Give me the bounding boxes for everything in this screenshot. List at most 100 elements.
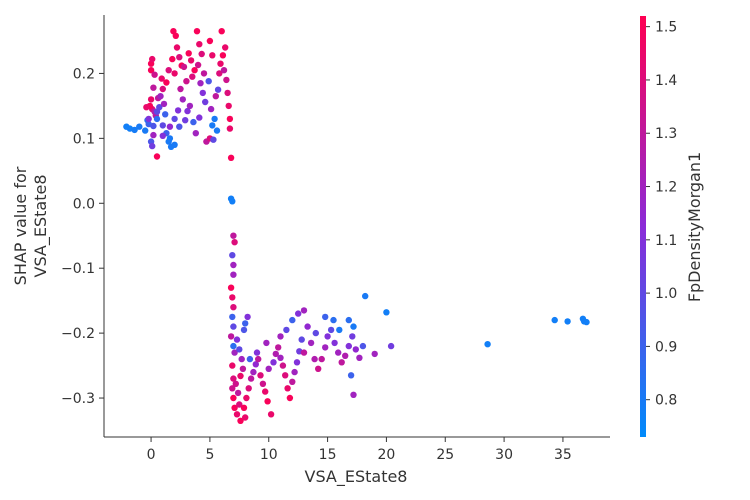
data-point <box>223 76 230 84</box>
data-point <box>263 339 270 347</box>
data-point <box>180 63 188 71</box>
data-point <box>257 372 264 379</box>
data-point <box>300 349 308 356</box>
y-axis-label-line-1: SHAP value for <box>11 166 30 285</box>
data-point <box>216 70 223 77</box>
y-tick-label: −0.1 <box>61 261 95 277</box>
data-point <box>279 362 287 369</box>
data-point <box>289 378 296 385</box>
data-point <box>222 44 229 51</box>
data-point <box>131 126 138 134</box>
data-point <box>229 294 236 301</box>
data-point <box>330 316 337 324</box>
data-point <box>194 61 202 69</box>
data-point <box>345 342 352 350</box>
colorbar-tick-label: 1.5 <box>655 20 677 36</box>
data-point <box>199 89 206 97</box>
data-point <box>172 32 179 39</box>
data-point <box>311 355 318 363</box>
data-point <box>198 50 205 58</box>
data-point <box>177 85 184 93</box>
data-point <box>230 342 237 350</box>
data-point <box>169 55 176 63</box>
data-point <box>153 108 161 115</box>
data-point <box>193 28 201 35</box>
data-point <box>236 401 243 408</box>
data-point <box>214 86 222 93</box>
data-point <box>291 368 298 376</box>
data-point <box>159 122 166 129</box>
x-tick-label: 10 <box>260 447 278 463</box>
data-point <box>227 154 235 161</box>
colorbar-tick-label: 0.9 <box>655 339 677 355</box>
data-point <box>230 261 237 269</box>
data-point <box>197 80 204 87</box>
data-point <box>226 115 234 123</box>
data-point <box>484 341 491 348</box>
x-tick-label: 15 <box>319 447 337 463</box>
data-point <box>158 75 165 82</box>
data-point <box>352 346 359 353</box>
data-point <box>234 389 242 397</box>
data-point <box>187 57 195 64</box>
data-point <box>149 55 156 63</box>
data-point <box>173 44 181 51</box>
data-point <box>295 310 302 317</box>
data-point <box>230 232 237 239</box>
colorbar-label: FpDensityMorgan1 <box>685 152 704 302</box>
data-point <box>247 375 255 382</box>
data-point <box>160 100 168 108</box>
data-point <box>229 252 236 259</box>
data-point <box>157 93 164 100</box>
data-point <box>166 135 174 142</box>
data-point <box>275 344 282 351</box>
data-point <box>209 52 216 59</box>
data-point <box>331 339 338 347</box>
y-axis-ticks: −0.3 −0.2 −0.1 0.0 0.1 0.2 <box>61 66 104 407</box>
colorbar-tick-label: 0.8 <box>655 393 677 409</box>
data-point <box>240 326 248 334</box>
data-point <box>342 352 349 359</box>
data-point <box>580 318 588 325</box>
data-point <box>190 118 197 126</box>
data-point <box>356 354 363 361</box>
data-point <box>236 346 243 353</box>
data-point <box>253 349 261 356</box>
data-point <box>219 52 227 59</box>
data-point <box>212 93 219 100</box>
data-point <box>338 359 345 366</box>
data-point <box>149 142 156 150</box>
data-point <box>224 89 231 97</box>
data-point <box>209 122 216 129</box>
data-point <box>283 326 290 334</box>
data-point <box>336 326 343 334</box>
data-point <box>136 123 143 130</box>
data-point <box>205 78 212 85</box>
data-point <box>179 96 186 103</box>
data-point <box>162 111 169 118</box>
data-point <box>349 333 356 340</box>
data-point <box>229 385 236 392</box>
data-point <box>171 70 178 77</box>
data-point <box>147 96 155 103</box>
data-point <box>246 355 254 363</box>
data-point <box>383 309 390 316</box>
data-point <box>174 107 182 114</box>
data-point <box>184 107 191 115</box>
x-tick-label: 25 <box>436 447 454 463</box>
x-tick-label: 30 <box>495 447 513 463</box>
data-point <box>230 375 237 382</box>
data-point <box>143 104 150 111</box>
data-point <box>252 361 259 368</box>
scatter-points <box>123 28 590 424</box>
data-point <box>163 79 170 86</box>
data-point <box>230 323 237 330</box>
data-point <box>318 355 325 363</box>
colorbar-tick-label: 1.3 <box>655 126 677 142</box>
colorbar-tick-label: 1.2 <box>655 180 677 196</box>
data-point <box>350 323 357 330</box>
data-point <box>213 127 221 134</box>
data-point <box>186 102 194 110</box>
data-point <box>220 67 228 74</box>
